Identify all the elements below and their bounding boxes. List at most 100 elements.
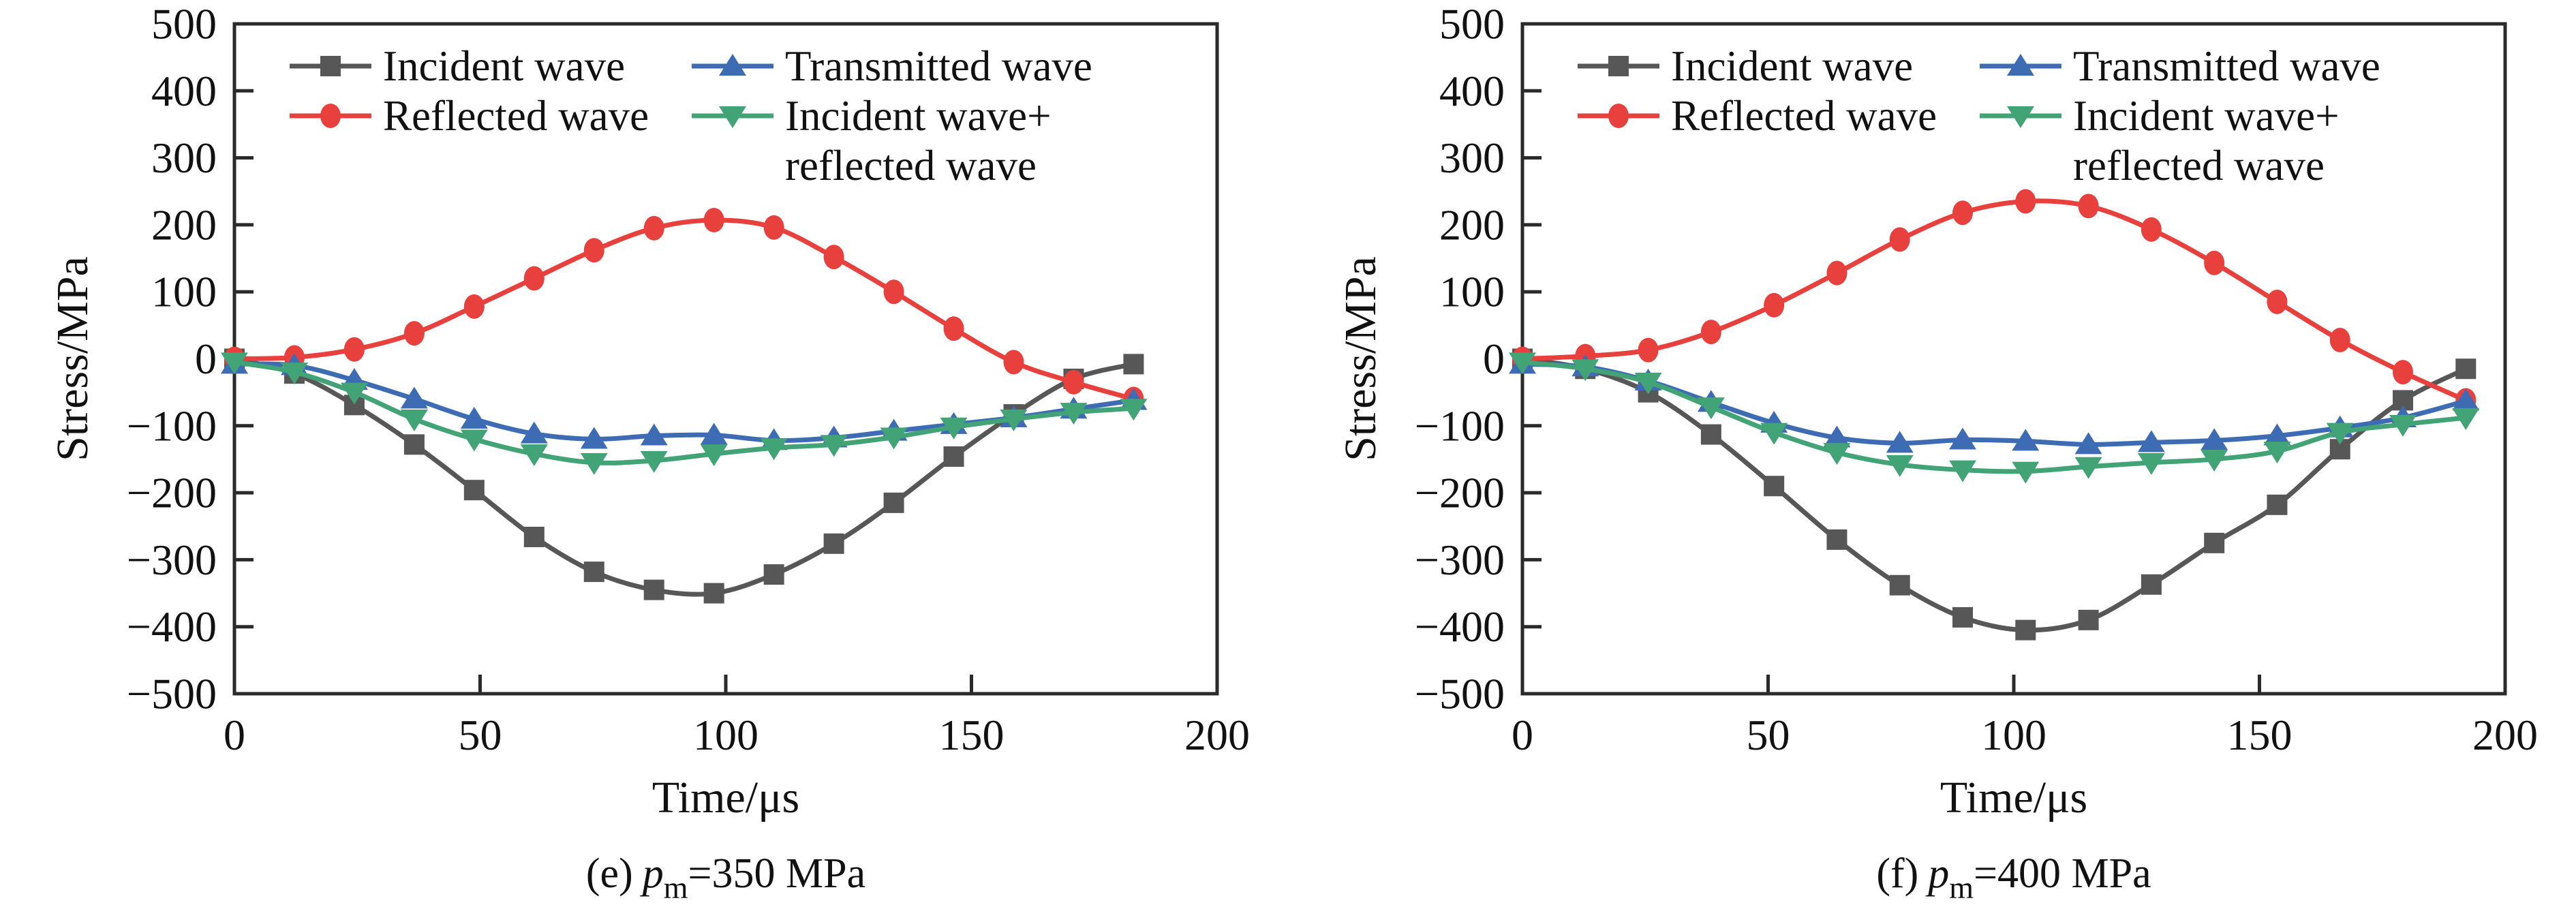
incident-plus-reflected-wave-marker	[1120, 399, 1148, 421]
reflected-wave-marker	[343, 337, 365, 362]
x-tick-label: 50	[1747, 711, 1790, 759]
incident-plus-reflected-wave-marker	[940, 417, 968, 440]
y-tick-label: 200	[151, 200, 217, 249]
incident-wave-marker	[703, 583, 724, 604]
incident-wave-marker	[1952, 606, 1974, 628]
caption-value: =350 MPa	[688, 850, 866, 897]
transmitted-wave-marker	[1949, 427, 1977, 450]
y-tick-label: −400	[1415, 602, 1505, 651]
reflected-wave-marker	[583, 238, 604, 263]
incident-plus-reflected-wave-marker	[1949, 460, 1977, 482]
y-tick-label: 400	[151, 67, 217, 115]
transmitted-wave-marker	[2452, 388, 2480, 411]
incident-plus-reflected-wave-marker	[340, 382, 368, 405]
reflected-wave-marker	[1063, 369, 1084, 395]
transmitted-wave-line	[1520, 361, 2468, 447]
incident-plus-reflected-wave-marker	[1571, 359, 1599, 382]
incident-wave-marker	[403, 434, 425, 455]
incident-wave-line	[1520, 356, 2468, 633]
incident-wave-marker	[2204, 532, 2225, 553]
incident-plus-reflected-wave-legend-marker	[2007, 106, 2034, 128]
incident-plus-reflected-wave-marker	[520, 444, 548, 467]
transmitted-wave-legend-marker	[719, 54, 746, 76]
incident-plus-reflected-wave-line	[1520, 359, 2468, 474]
incident-wave-marker	[583, 562, 604, 583]
plot-frame	[1520, 22, 2507, 696]
transmitted-wave-marker	[2074, 432, 2102, 455]
y-tick-label: −500	[127, 670, 217, 718]
incident-wave-legend-marker	[320, 56, 341, 76]
transmitted-wave-marker	[2012, 429, 2040, 451]
panel-caption: (f) pm=400 MPa	[1876, 850, 2151, 905]
incident-wave-marker	[883, 492, 904, 513]
y-tick-label: −100	[127, 401, 217, 450]
incident-plus-reflected-wave-legend-label-line-1: reflected wave	[785, 142, 1037, 189]
incident-wave-legend-marker	[1608, 56, 1629, 76]
caption-symbol: p	[640, 850, 664, 897]
chart-panel-f: 500 400 300 200 100 0 −100 −200 −300 −400 −500 0 50 1…	[1288, 0, 2576, 907]
incident-plus-reflected-wave-marker	[221, 352, 248, 375]
incident-plus-reflected-wave-marker	[2074, 457, 2102, 479]
incident-plus-reflected-wave-legend-label-line-0: Incident wave+	[2073, 92, 2340, 140]
reflected-wave-marker	[2078, 194, 2099, 219]
incident-wave-legend-label: Incident wave	[1671, 42, 1913, 90]
y-tick-label: 500	[151, 0, 217, 48]
y-tick-label: −300	[1415, 536, 1505, 584]
incident-wave-marker	[1764, 476, 1785, 497]
incident-plus-reflected-wave-marker	[1760, 422, 1788, 445]
incident-wave-markers	[1512, 348, 2477, 641]
incident-plus-reflected-wave-marker	[460, 429, 488, 452]
y-tick-label: −500	[1415, 670, 1505, 718]
panel-caption: (e) pm=350 MPa	[586, 850, 865, 905]
transmitted-wave-legend-label: Transmitted wave	[2073, 42, 2380, 90]
incident-wave-marker	[1123, 354, 1144, 375]
reflected-wave-marker	[523, 266, 545, 291]
x-tick-label: 50	[459, 711, 502, 759]
transmitted-wave-marker	[2263, 423, 2291, 446]
reflected-wave-marker	[703, 208, 724, 233]
incident-plus-reflected-wave-marker	[2452, 408, 2480, 431]
y-tick-label: 300	[1439, 134, 1505, 182]
reflected-wave-legend-marker	[1608, 104, 1629, 128]
reflected-wave-marker	[823, 245, 844, 270]
incident-plus-reflected-wave-marker	[1000, 409, 1028, 431]
x-tick-label: 150	[939, 711, 1005, 759]
transmitted-wave-marker	[580, 427, 608, 449]
incident-wave-marker	[2141, 574, 2162, 595]
incident-plus-reflected-wave-marker	[1060, 403, 1088, 425]
incident-plus-reflected-wave-marker	[2012, 461, 2040, 484]
chart-panel-e: 500 400 300 200 100 0 −100 −200 −300 −400 −500 0 50 1…	[48, 0, 1250, 905]
transmitted-wave-marker	[1886, 431, 1914, 453]
incident-plus-reflected-wave-marker	[1509, 352, 1536, 375]
incident-wave-marker	[823, 533, 844, 554]
reflected-wave-marker	[2267, 289, 2288, 314]
incident-plus-reflected-wave-legend-label-line-0: Incident wave+	[785, 92, 1052, 140]
incident-wave-marker	[2267, 494, 2288, 515]
incident-wave-marker	[1826, 529, 1847, 550]
incident-wave-marker	[1889, 574, 1910, 596]
transmitted-wave-legend-label: Transmitted wave	[785, 42, 1092, 90]
transmitted-wave-marker	[700, 422, 728, 445]
reflected-wave-marker	[2393, 360, 2414, 385]
incident-wave-marker	[643, 579, 664, 600]
reflected-wave-marker	[883, 279, 904, 305]
y-tick-label: 200	[1439, 200, 1505, 249]
reflected-wave-marker	[403, 321, 425, 346]
reflected-wave-marker	[2141, 217, 2162, 242]
x-tick-label: 100	[1981, 711, 2046, 759]
y-tick-label: 500	[1439, 0, 1505, 48]
incident-plus-reflected-wave-marker	[640, 450, 668, 473]
y-tick-label: −300	[127, 536, 217, 584]
incident-plus-reflected-wave-marker	[400, 409, 428, 431]
reflected-wave-marker	[943, 316, 964, 341]
y-tick-label: −100	[1415, 401, 1505, 450]
x-tick-label: 100	[693, 711, 758, 759]
transmitted-wave-line	[232, 361, 1136, 444]
y-tick-label: 100	[1439, 268, 1505, 316]
incident-plus-reflected-wave-marker	[2263, 442, 2291, 464]
y-tick-label: −400	[127, 602, 217, 651]
x-tick-label: 200	[2472, 711, 2538, 759]
y-axis-title: Stress/MPa	[1336, 256, 1385, 461]
reflected-wave-marker	[763, 215, 784, 240]
